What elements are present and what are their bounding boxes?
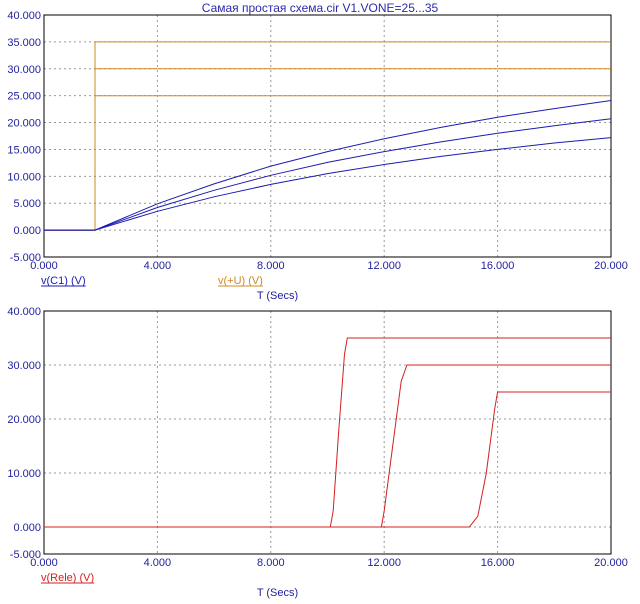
y-tick-label: 5.000 [13, 198, 41, 210]
plot-frame [43, 14, 612, 258]
x-tick-label: 4.000 [144, 260, 172, 272]
y-tick-label: 30.000 [7, 360, 41, 372]
series-line [44, 118, 612, 231]
y-tick-label: 0.000 [13, 225, 41, 237]
series-line [44, 137, 612, 231]
y-tick-label: 10.000 [7, 171, 41, 183]
y-tick-label: 40.000 [7, 306, 41, 318]
series-line [44, 364, 611, 528]
y-tick-label: 20.000 [7, 414, 41, 426]
x-tick-label: 16.000 [481, 260, 515, 272]
x-tick-label: 12.000 [367, 260, 401, 272]
x-tick-label: 16.000 [481, 557, 515, 569]
x-axis-label: T (Secs) [257, 290, 298, 302]
series-line [44, 100, 612, 231]
x-tick-label: 20.000 [594, 557, 628, 569]
y-tick-label: 35.000 [7, 37, 41, 49]
x-axis-label: T (Secs) [257, 587, 298, 599]
x-tick-label: 8.000 [257, 557, 285, 569]
x-tick-label: 12.000 [367, 557, 401, 569]
y-tick-label: 0.000 [13, 522, 41, 534]
x-tick-label: 8.000 [257, 260, 285, 272]
y-tick-label: 40.000 [7, 10, 41, 22]
x-tick-label: 0.000 [30, 260, 58, 272]
voltage-chart-top: 0.000 4.000 8.000 12.000 16.000 20.000-5.0000… [7, 10, 627, 302]
y-tick-label: 10.000 [7, 468, 41, 480]
y-tick-label: 25.000 [7, 91, 41, 103]
y-tick-label: 15.000 [7, 144, 41, 156]
voltage-chart-bottom: 0.000 4.000 8.000 12.000 16.000 20.000-5.0000… [7, 306, 627, 599]
y-tick-label: -5.000 [10, 549, 41, 561]
series-line [44, 41, 611, 231]
y-tick-label: 20.000 [7, 118, 41, 130]
legend-entry: v(C1) (V) [41, 275, 86, 287]
y-tick-label: -5.000 [10, 252, 41, 264]
series-line [44, 391, 611, 528]
x-tick-label: 20.000 [594, 260, 628, 272]
x-tick-label: 4.000 [144, 557, 172, 569]
legend-entry: v(Rele) (V) [41, 572, 94, 584]
x-tick-label: 0.000 [30, 557, 58, 569]
legend-entry: v(+U) (V) [218, 275, 263, 287]
plot-frame [43, 310, 612, 555]
series-line [44, 337, 611, 528]
y-tick-label: 30.000 [7, 64, 41, 76]
plot-title: Самая простая схема.cir V1.VONE=25...35 [202, 1, 439, 15]
